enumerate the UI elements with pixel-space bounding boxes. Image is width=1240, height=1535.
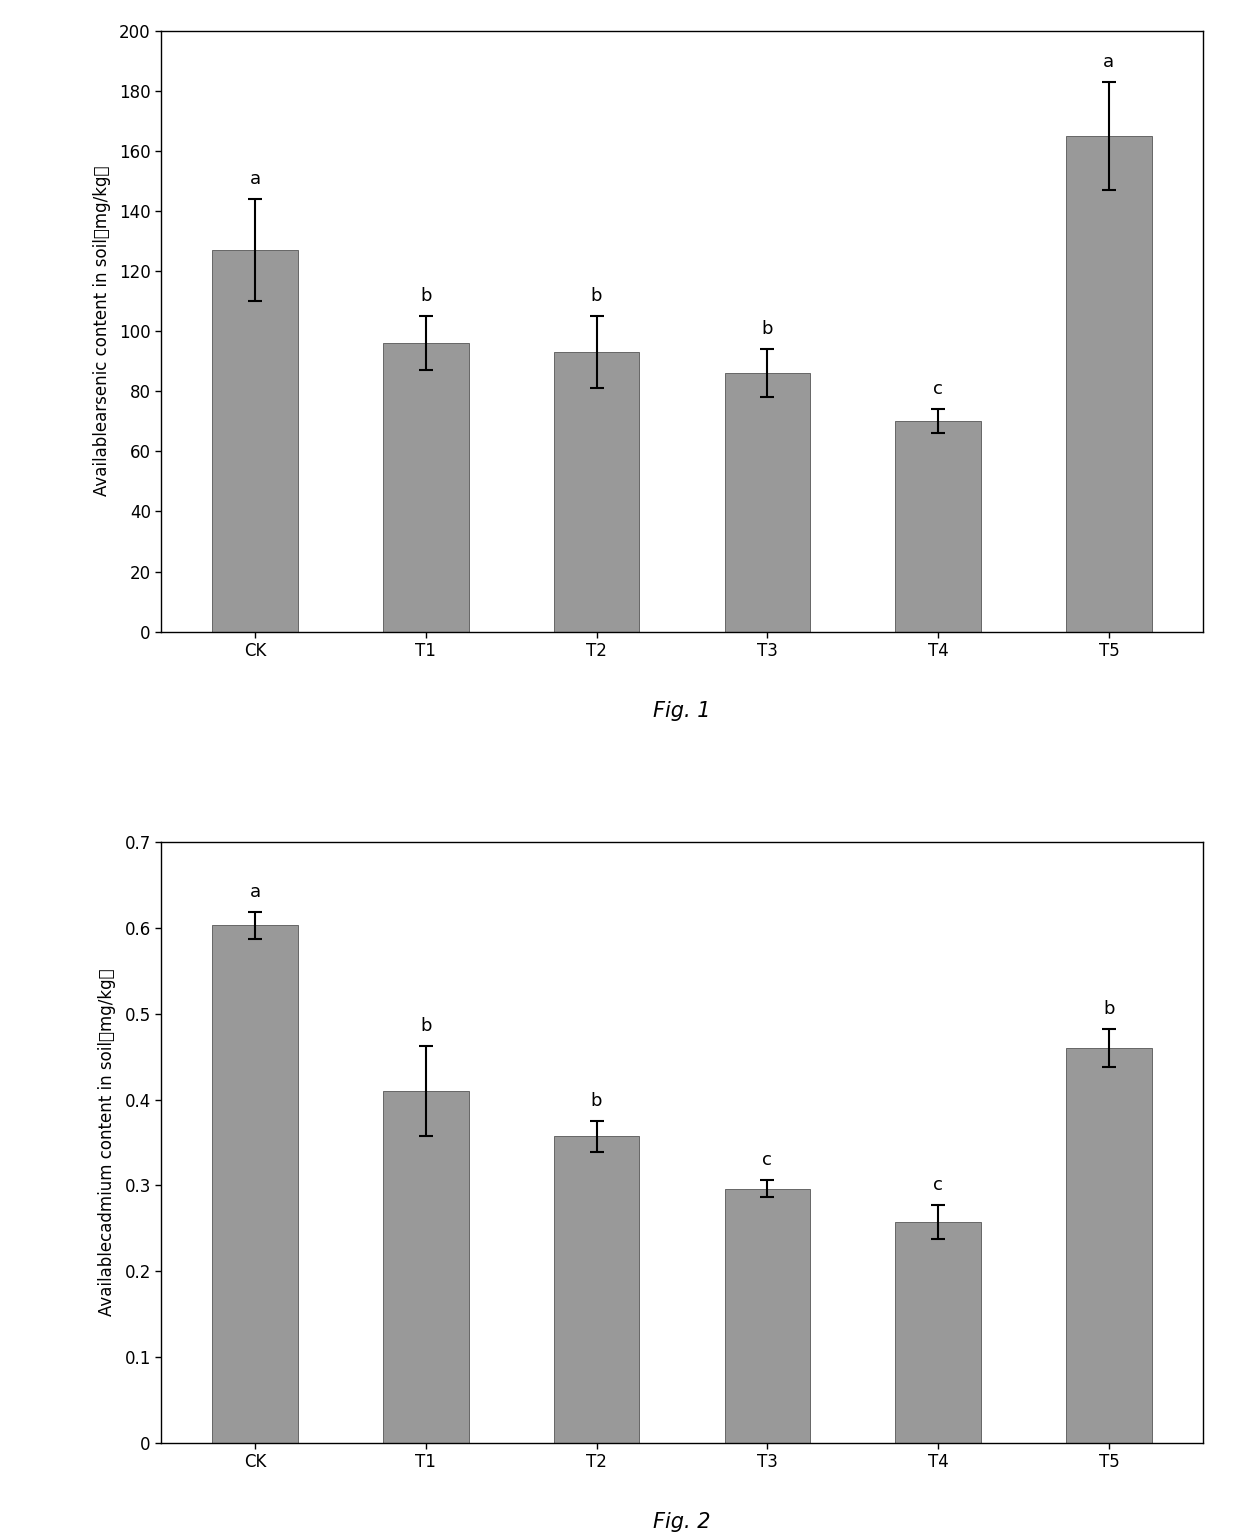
Bar	[724, 373, 810, 631]
Bar	[383, 1091, 469, 1443]
Text: b: b	[761, 321, 773, 338]
Text: b: b	[420, 1018, 432, 1036]
Text: Fig. 2: Fig. 2	[653, 1512, 711, 1532]
Bar	[212, 250, 298, 631]
Bar	[1066, 1048, 1152, 1443]
Text: c: c	[763, 1151, 773, 1170]
Bar	[724, 1188, 810, 1443]
Text: c: c	[934, 381, 944, 399]
Y-axis label: Availablecadmium content in soil（mg/kg）: Availablecadmium content in soil（mg/kg）	[98, 969, 117, 1315]
Bar	[383, 344, 469, 631]
Bar	[554, 1136, 640, 1443]
Text: a: a	[249, 170, 260, 189]
Text: c: c	[934, 1176, 944, 1194]
Text: b: b	[420, 287, 432, 305]
Text: Fig. 1: Fig. 1	[653, 700, 711, 721]
Y-axis label: Availablearsenic content in soil（mg/kg）: Availablearsenic content in soil（mg/kg）	[93, 166, 110, 496]
Bar	[895, 1222, 981, 1443]
Text: b: b	[1104, 1001, 1115, 1018]
Text: b: b	[591, 287, 603, 305]
Bar	[554, 352, 640, 631]
Text: a: a	[249, 883, 260, 901]
Bar	[895, 421, 981, 631]
Bar	[212, 926, 298, 1443]
Text: a: a	[1104, 54, 1115, 71]
Bar	[1066, 137, 1152, 631]
Text: b: b	[591, 1093, 603, 1110]
